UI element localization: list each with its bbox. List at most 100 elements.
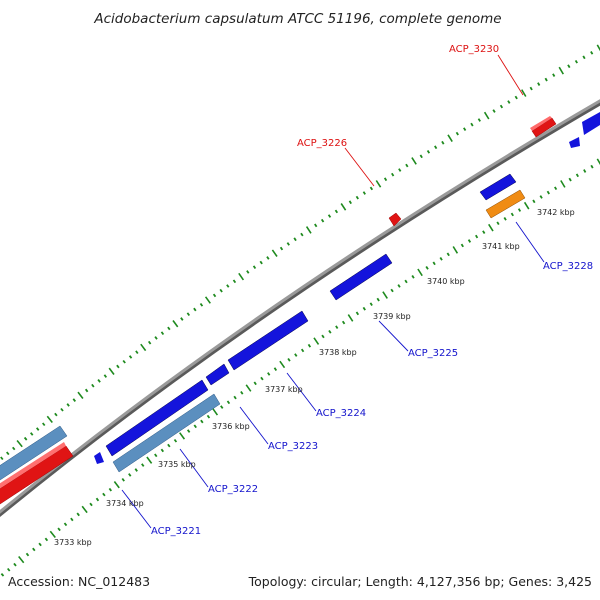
ruler-tick	[154, 453, 158, 458]
gene-left-rna[interactable]	[0, 425, 68, 482]
ruler-tick	[273, 367, 278, 371]
ruler-tick	[483, 111, 490, 120]
ruler-tick	[13, 562, 17, 567]
gene-acp-3223[interactable]	[105, 379, 209, 457]
ruler-tick	[49, 530, 56, 539]
ruler-tick	[95, 497, 100, 502]
ruler-tick	[575, 173, 579, 178]
ruler-tick	[76, 512, 80, 517]
ruler-tick	[121, 477, 125, 482]
gene-blue-a[interactable]	[479, 173, 517, 201]
gene-acp-3224[interactable]	[227, 310, 309, 371]
ruler-tick	[539, 195, 543, 199]
ruler-tick	[81, 505, 88, 514]
gene-acp-3228[interactable]	[485, 189, 526, 219]
ruler-tick	[179, 432, 186, 440]
ruler-tick	[259, 260, 263, 265]
ruler-tick	[529, 86, 533, 91]
ruler-tick	[405, 163, 409, 168]
ruler-tick	[116, 364, 120, 369]
gene-label-acp-3222[interactable]: ACP_3222	[208, 484, 258, 495]
ruler-tick	[369, 186, 374, 191]
gene-acp-3230-top	[530, 116, 552, 131]
ruler-tick	[590, 164, 594, 169]
gene-left-red-top	[0, 442, 66, 489]
gene-label-acp-3221[interactable]: ACP_3221	[151, 526, 201, 537]
ruler-tick	[173, 438, 178, 443]
ruler-tick	[232, 279, 237, 284]
gene-features	[0, 112, 600, 506]
ruler-tick	[204, 296, 211, 304]
ruler-tick	[434, 145, 438, 150]
ruler-tick	[70, 517, 74, 522]
gene-label-acp-3224[interactable]: ACP_3224	[316, 408, 366, 419]
ruler-tick	[300, 348, 305, 353]
gene-left-red[interactable]	[0, 445, 74, 506]
ruler-tick	[220, 405, 224, 409]
ruler-tick	[455, 131, 459, 136]
ruler-tick	[496, 221, 500, 226]
ruler-tick	[369, 302, 373, 306]
ruler-tick	[391, 172, 395, 177]
ruler-tick	[147, 340, 152, 345]
ruler-tick	[212, 408, 219, 416]
ruler-tick	[6, 567, 11, 572]
ruler-tick	[186, 312, 191, 317]
genome-backbone-shadow	[0, 100, 600, 518]
ruler-tick	[199, 302, 204, 307]
ruler-tick	[66, 403, 70, 407]
ruler-tick	[35, 427, 40, 431]
genome-backbone	[0, 99, 600, 514]
ruler-tick	[25, 552, 30, 557]
ruler-tick	[89, 502, 93, 507]
inner-ruler	[0, 158, 600, 577]
ruler-tick	[226, 400, 231, 405]
ruler-tick	[537, 82, 541, 86]
ruler-tick	[340, 203, 347, 211]
ruler-tick	[206, 414, 211, 419]
gene-acp-3223-small[interactable]	[205, 363, 230, 386]
ruler-tick	[91, 383, 95, 388]
ruler-tick	[475, 234, 479, 239]
gene-acp-3225[interactable]	[329, 253, 393, 301]
scale-labels: 3733 kbp 3734 kbp 3735 kbp 3736 kbp 3737…	[54, 208, 575, 547]
gene-acp-3222[interactable]	[112, 393, 221, 473]
gene-right-edge[interactable]	[582, 112, 600, 135]
ruler-tick	[245, 384, 252, 392]
ruler-tick	[160, 331, 165, 336]
ruler-tick	[510, 212, 514, 217]
gene-acp-3226[interactable]	[388, 212, 402, 227]
scale-label: 3738 kbp	[319, 348, 357, 357]
gene-label-acp-3228[interactable]: ACP_3228	[543, 261, 593, 272]
ruler-tick	[560, 180, 566, 188]
gene-label-acp-3230[interactable]: ACP_3230	[449, 44, 499, 55]
scale-label: 3740 kbp	[427, 277, 465, 286]
gene-acp-3221[interactable]	[94, 452, 104, 464]
ruler-tick	[467, 239, 472, 243]
gene-label-acp-3225[interactable]: ACP_3225	[408, 348, 458, 359]
ruler-tick	[477, 118, 481, 122]
outer-ruler	[0, 44, 600, 461]
ruler-tick	[266, 256, 270, 260]
ruler-tick	[246, 270, 250, 274]
ruler-tick	[327, 214, 332, 218]
ruler-tick	[425, 266, 429, 270]
ruler-tick	[390, 288, 394, 293]
ruler-tick	[517, 208, 522, 212]
ruler-tick	[160, 448, 165, 453]
ruler-tick	[77, 391, 84, 399]
ruler-tick	[355, 195, 359, 200]
ruler-tick	[348, 200, 352, 205]
ruler-tick	[544, 77, 548, 82]
ruler-tick	[154, 336, 158, 340]
ruler-tick	[253, 381, 257, 386]
gene-label-acp-3226[interactable]: ACP_3226	[297, 138, 347, 149]
gene-label-acp-3223[interactable]: ACP_3223	[268, 441, 318, 452]
ruler-tick	[134, 468, 138, 472]
ruler-tick	[38, 542, 42, 547]
gene-small-arrow[interactable]	[569, 137, 580, 148]
ruler-tick	[568, 177, 572, 182]
ruler-tick	[219, 288, 223, 293]
ruler-tick	[140, 343, 147, 352]
